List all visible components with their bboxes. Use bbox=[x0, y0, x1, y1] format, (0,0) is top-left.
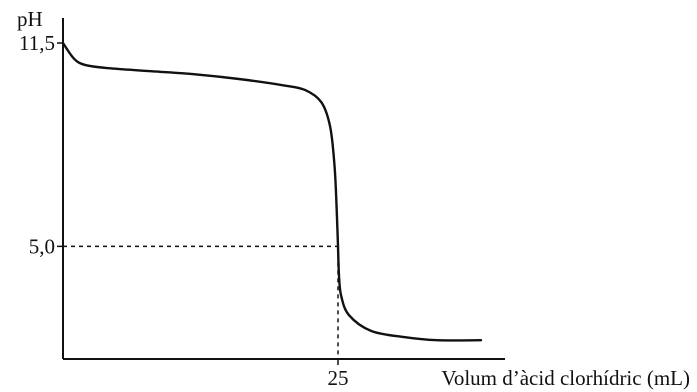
reference-guides bbox=[63, 245, 339, 359]
y-ticks: 5,0 11,5 bbox=[19, 31, 63, 258]
y-tick-label: 11,5 bbox=[19, 31, 55, 55]
x-ticks: 25 bbox=[328, 359, 349, 390]
series-group bbox=[61, 41, 483, 342]
x-axis-label: Volum d’àcid clorhídric (mL) bbox=[441, 366, 690, 390]
x-tick-label: 25 bbox=[328, 366, 349, 390]
series-line bbox=[61, 41, 483, 342]
y-axis-label: pH bbox=[17, 7, 43, 31]
y-tick-label: 5,0 bbox=[29, 234, 55, 258]
